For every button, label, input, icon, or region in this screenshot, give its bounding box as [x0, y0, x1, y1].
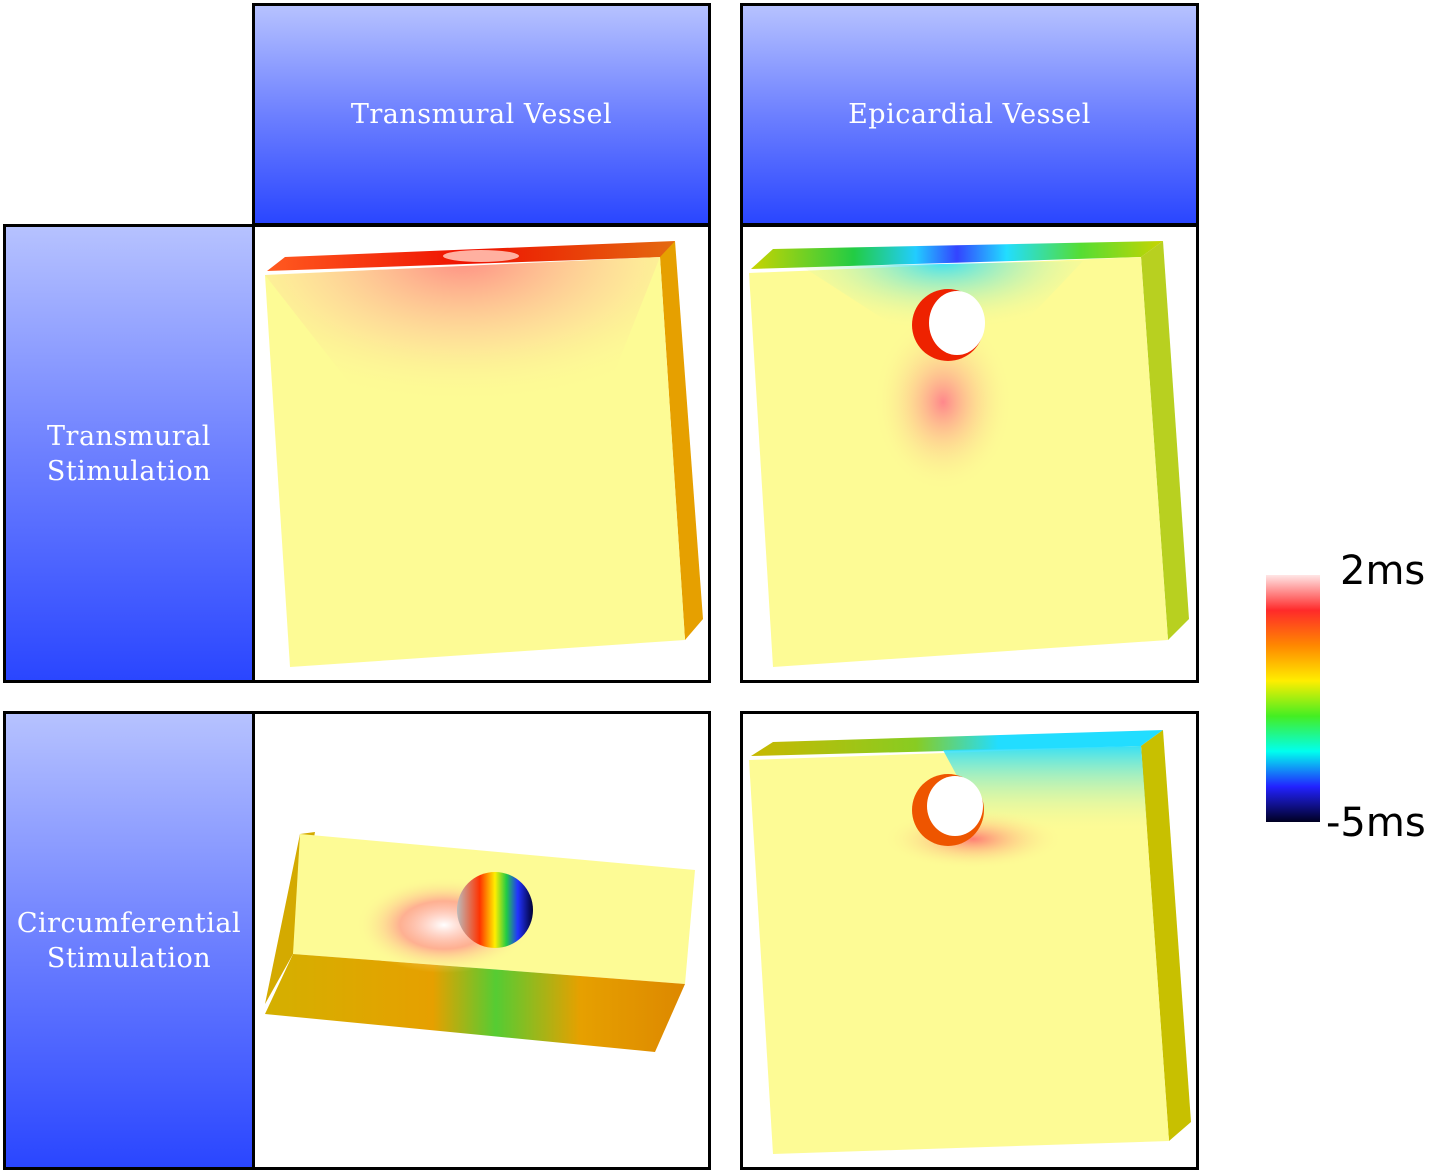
block-side-face: [1141, 730, 1191, 1141]
row-header-circumferential-stimulation: Circumferential Stimulation: [3, 711, 255, 1170]
block-top-edge: [751, 730, 1163, 756]
tissue-block-render: [749, 241, 1189, 667]
column-header-label: Transmural Vessel: [350, 99, 613, 130]
activation-blush: [265, 257, 660, 467]
row-header-line2: Stimulation: [46, 942, 212, 974]
block-bottom-face: [265, 954, 685, 1052]
row-header-label: Circumferential Stimulation: [17, 906, 241, 976]
column-header-transmural-vessel: Transmural Vessel: [252, 3, 711, 226]
block-front-face: [749, 746, 1169, 1154]
row-header-line2: Stimulation: [46, 455, 212, 487]
colorbar: [1266, 575, 1320, 822]
activation-hot-spot: [873, 312, 1013, 492]
block-side-face: [660, 241, 703, 640]
row-header-label: Transmural Stimulation: [47, 419, 211, 489]
tissue-block-render: [265, 832, 695, 1052]
column-header-label: Epicardial Vessel: [848, 99, 1091, 130]
block-top-edge: [751, 241, 1163, 269]
row-header-line1: Transmural: [47, 420, 211, 452]
colorbar-min-label: -5ms: [1326, 800, 1426, 846]
vessel-opening: [927, 776, 983, 836]
vessel-opening: [929, 291, 985, 355]
tissue-block-render: [749, 730, 1191, 1154]
row-header-transmural-stimulation: Transmural Stimulation: [3, 224, 255, 683]
colorbar-max-label: 2ms: [1340, 548, 1426, 594]
column-header-epicardial-vessel: Epicardial Vessel: [740, 3, 1199, 226]
colorbar-gradient: [1266, 575, 1320, 822]
image-transmural-stim-transmural-vessel: [252, 224, 711, 683]
image-transmural-stim-epicardial-vessel: [740, 224, 1199, 683]
vessel-opening: [457, 872, 533, 948]
image-circumferential-stim-epicardial-vessel: [740, 711, 1199, 1170]
row-header-line1: Circumferential: [16, 907, 242, 939]
tissue-block-render: [265, 241, 703, 667]
block-side-face: [1141, 241, 1189, 640]
image-circumferential-stim-transmural-vessel: [252, 711, 711, 1170]
activation-hot-spot: [345, 859, 565, 979]
vessel-opening: [443, 250, 519, 262]
